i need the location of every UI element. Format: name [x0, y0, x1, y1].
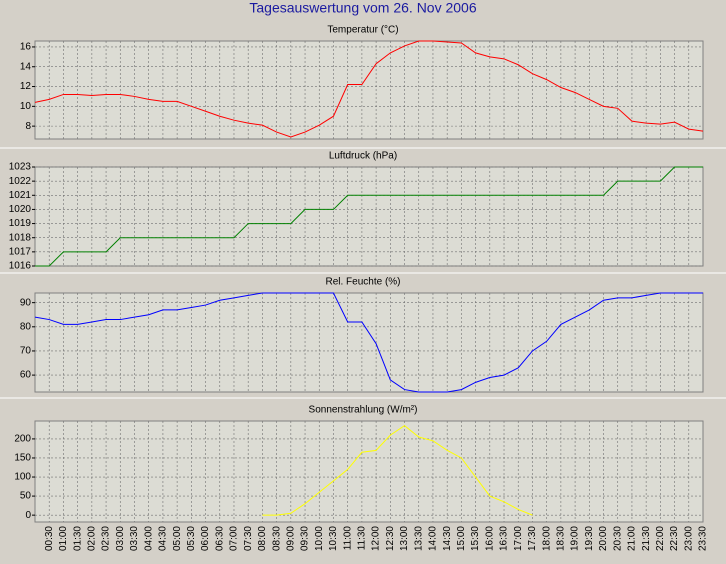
plot-area: [34, 292, 704, 393]
x-tick-label: 07:00: [229, 526, 240, 551]
x-tick-label: 14:30: [442, 526, 453, 551]
x-tick-label: 04:00: [143, 526, 154, 551]
y-tick-label: 1021: [9, 190, 32, 201]
x-tick-label: 16:00: [484, 526, 495, 551]
x-tick-label: 19:30: [584, 526, 595, 551]
x-tick-label: 01:00: [58, 526, 69, 551]
y-tick-label: 80: [20, 321, 32, 332]
x-tick-label: 21:30: [641, 526, 652, 551]
x-tick-label: 22:00: [655, 526, 666, 551]
y-tick-label: 14: [20, 61, 32, 72]
y-tick-label: 70: [20, 346, 32, 357]
x-tick-label: 10:30: [328, 526, 339, 551]
x-tick-label: 23:30: [698, 526, 709, 551]
panel-title: Sonnenstrahlung (W/m²): [309, 405, 418, 416]
y-tick-label: 10: [20, 101, 32, 112]
x-tick-label: 13:30: [413, 526, 424, 551]
x-tick-label: 20:00: [598, 526, 609, 551]
x-tick-label: 03:30: [129, 526, 140, 551]
y-tick-label: 12: [20, 81, 32, 92]
y-tick-label: 1017: [9, 246, 32, 257]
x-tick-label: 15:30: [470, 526, 481, 551]
y-tick-label: 60: [20, 370, 32, 381]
y-tick-label: 90: [20, 297, 32, 308]
x-tick-label: 18:30: [556, 526, 567, 551]
x-tick-label: 11:30: [357, 526, 368, 551]
data-line: [34, 40, 704, 138]
data-line: [262, 424, 533, 516]
x-tick-label: 06:30: [214, 526, 225, 551]
x-tick-label: 23:00: [683, 526, 694, 551]
x-tick-label: 21:00: [627, 526, 638, 551]
x-tick-label: 18:00: [541, 526, 552, 551]
x-tick-label: 02:30: [101, 526, 112, 551]
x-tick-label: 08:30: [271, 526, 282, 551]
panel-title: Luftdruck (hPa): [329, 151, 397, 162]
plot-area: [34, 40, 704, 140]
x-tick-label: 05:30: [186, 526, 197, 551]
x-tick-label: 19:00: [570, 526, 581, 551]
x-tick-label: 11:00: [342, 526, 353, 551]
x-tick-label: 05:00: [172, 526, 183, 551]
y-tick-label: 50: [20, 491, 32, 502]
y-tick-label: 8: [25, 121, 31, 132]
x-tick-label: 08:00: [257, 526, 268, 551]
x-tick-label: 02:00: [86, 526, 97, 551]
x-tick-label: 12:30: [385, 526, 396, 551]
x-tick-label: 01:30: [72, 526, 83, 551]
y-tick-label: 1023: [9, 162, 32, 173]
y-tick-label: 0: [25, 510, 31, 521]
x-tick-label: 12:00: [371, 526, 382, 551]
y-tick-label: 200: [14, 434, 31, 445]
page-title: Tagesauswertung vom 26. Nov 2006: [249, 0, 476, 16]
panel-title: Temperatur (°C): [327, 25, 398, 36]
plot-area: [34, 166, 704, 267]
x-tick-label: 16:30: [499, 526, 510, 551]
x-tick-label: 00:30: [44, 526, 55, 551]
y-tick-label: 16: [20, 42, 32, 53]
y-tick-label: 150: [14, 453, 31, 464]
y-tick-label: 1018: [9, 232, 32, 243]
y-tick-label: 1019: [9, 218, 32, 229]
y-tick-label: 1020: [9, 204, 32, 215]
x-tick-label: 04:30: [158, 526, 169, 551]
data-line: [34, 292, 703, 393]
y-tick-label: 1016: [9, 261, 32, 272]
x-tick-label: 22:30: [669, 526, 680, 551]
panel-title: Rel. Feuchte (%): [325, 277, 400, 288]
x-tick-label: 06:00: [200, 526, 211, 551]
x-tick-label: 07:30: [243, 526, 254, 551]
x-tick-label: 15:00: [456, 526, 467, 551]
x-tick-label: 10:00: [314, 526, 325, 551]
x-tick-label: 14:00: [428, 526, 439, 551]
y-tick-label: 1022: [9, 176, 32, 187]
x-tick-label: 17:30: [527, 526, 538, 551]
x-tick-label: 20:30: [612, 526, 623, 551]
data-line: [35, 166, 703, 267]
plot-area: [34, 420, 704, 523]
x-tick-label: 17:00: [513, 526, 524, 551]
y-tick-label: 100: [14, 472, 31, 483]
x-tick-label: 13:00: [399, 526, 410, 551]
x-tick-label: 03:00: [115, 526, 126, 551]
x-tick-label: 09:30: [300, 526, 311, 551]
x-tick-label: 09:00: [285, 526, 296, 551]
